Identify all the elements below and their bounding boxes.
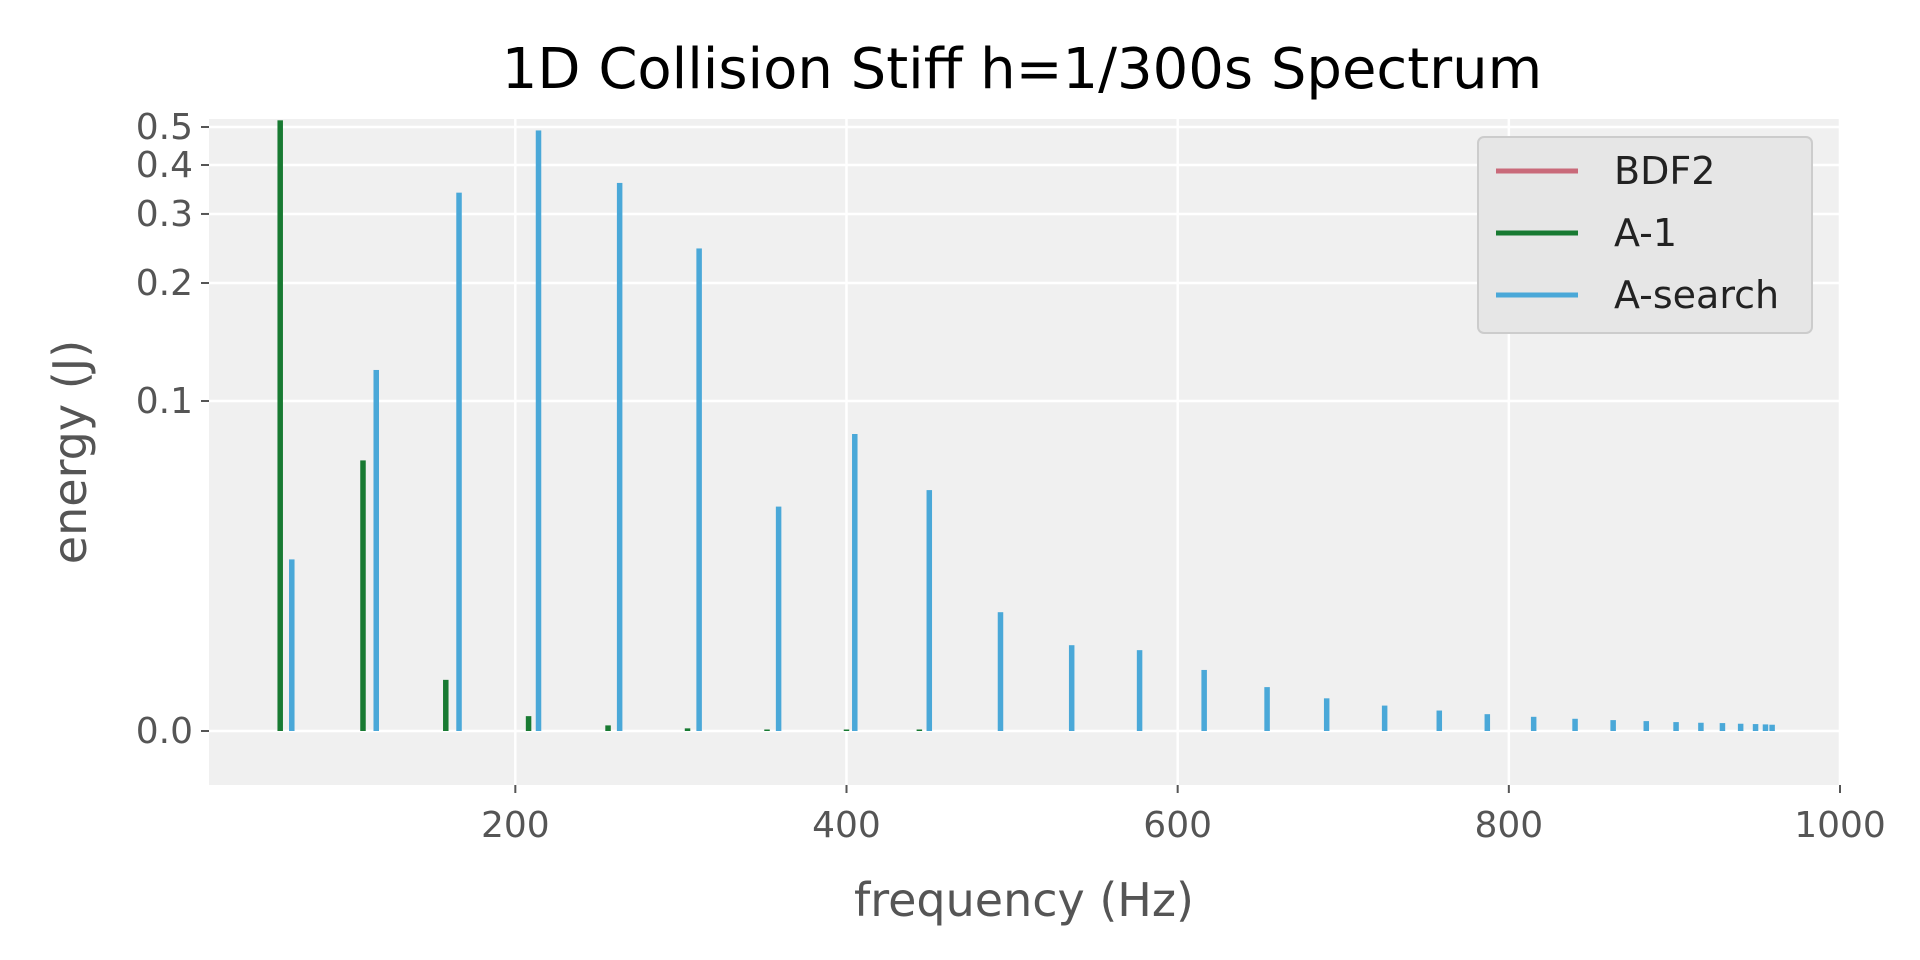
bar-a-search: [1436, 710, 1443, 731]
bar-a-search: [1264, 687, 1270, 731]
bars: [277, 120, 1775, 732]
legend-label-a-search: A-search: [1614, 273, 1779, 317]
bar-a-search: [775, 506, 782, 731]
y-tick-label: 0.0: [136, 711, 193, 752]
y-ticks: 0.0 0.1 0.2 0.3 0.40.5: [136, 107, 209, 752]
bar-a-search: [696, 248, 702, 731]
legend: BDF2 A-1 A-search: [1477, 136, 1813, 334]
bar-a-search: [1769, 724, 1775, 731]
bar-a-1: [443, 679, 449, 731]
bar-a-search: [1201, 669, 1207, 731]
bar-a-search: [1484, 714, 1491, 731]
bar-a-search: [1610, 720, 1616, 731]
x-tick-label: 600: [1143, 805, 1212, 846]
bar-a-search: [926, 490, 933, 731]
bar-a-search: [1381, 705, 1388, 731]
legend-label-a-1: A-1: [1614, 211, 1677, 255]
bar-a-1: [916, 729, 923, 731]
y-tick-label: 0.1: [136, 381, 193, 422]
x-tick-label: 1000: [1794, 805, 1886, 846]
bar-a-search: [1572, 718, 1578, 731]
bar-a-search: [535, 130, 542, 731]
x-tick-label: 800: [1474, 805, 1543, 846]
bar-a-1: [764, 729, 770, 731]
y-axis-label: energy (J): [43, 340, 97, 564]
bar-a-search: [1323, 698, 1330, 731]
x-axis-label: frequency (Hz): [854, 873, 1194, 927]
bar-a-search: [616, 182, 623, 732]
x-tick-label: 200: [481, 805, 550, 846]
bar-a-search: [1530, 716, 1537, 731]
bar-a-search: [1762, 724, 1769, 731]
bar-a-search: [1136, 650, 1143, 731]
bar-a-search: [1752, 724, 1759, 731]
y-tick-label: 0.3: [136, 194, 193, 235]
bar-a-search: [1673, 722, 1679, 731]
chart-title: 1D Collision Stiff h=1/300s Spectrum: [502, 37, 1542, 102]
y-tick-label: 0.4: [136, 145, 193, 186]
x-ticks: 200 400 600 800 1000: [481, 785, 1886, 846]
y-tick-label: 0.2: [136, 263, 193, 304]
bar-a-1: [843, 729, 850, 731]
bar-a-search: [1719, 723, 1726, 731]
bar-a-1: [360, 460, 366, 731]
bar-a-search: [1698, 722, 1704, 731]
legend-box: [1477, 136, 1813, 334]
bar-a-search: [1643, 721, 1650, 731]
bar-a-search: [1068, 645, 1075, 731]
bar-a-search: [1737, 723, 1744, 731]
bar-a-search: [997, 612, 1004, 731]
bar-a-1: [277, 120, 283, 732]
bar-a-1: [605, 725, 611, 731]
bar-a-search: [456, 192, 462, 731]
legend-label-bdf2: BDF2: [1614, 149, 1715, 193]
bar-a-search: [289, 559, 295, 731]
bar-a-search: [852, 434, 858, 731]
bar-a-1: [525, 716, 532, 731]
bar-a-search: [373, 369, 379, 731]
x-tick-label: 400: [812, 805, 881, 846]
bar-a-1: [684, 728, 691, 731]
y-tick-label: 0.5: [136, 107, 193, 148]
